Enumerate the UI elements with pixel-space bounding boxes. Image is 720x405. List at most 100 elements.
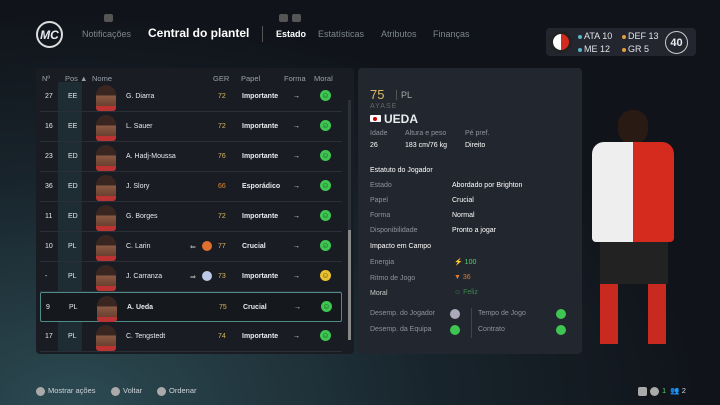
- player-role: Esporádico: [242, 183, 281, 190]
- moral-label: Moral: [370, 290, 388, 297]
- table-row[interactable]: 27 EE G. Diarra 72 Importante → ☺: [40, 82, 342, 112]
- nav-notifications[interactable]: Notificações: [82, 29, 132, 39]
- status-value: Crucial: [452, 197, 474, 204]
- status-label: Forma: [370, 212, 391, 219]
- back-button[interactable]: Voltar: [111, 386, 142, 396]
- show-actions-button[interactable]: Mostrar ações: [36, 386, 96, 396]
- good-status-icon: [556, 309, 566, 319]
- player-number: -: [45, 273, 48, 280]
- player-name: J. Carranza: [126, 273, 163, 280]
- player-avatar: [96, 205, 116, 231]
- player-rating: 72: [218, 213, 226, 220]
- divider: [471, 308, 472, 338]
- neutral-face-icon: ☺: [320, 270, 331, 281]
- foot-value: Direito: [465, 142, 486, 149]
- transfer-arrow-icon: ⇐: [190, 244, 196, 251]
- ata-count: ATA 10: [578, 31, 612, 41]
- age-label: Idade: [370, 130, 388, 137]
- sharpness-value: ▼ 36: [454, 274, 471, 281]
- table-row[interactable]: 16 EE L. Sauer 72 Importante → ☺: [40, 112, 342, 142]
- mc-logo: MC: [36, 21, 63, 48]
- table-row[interactable]: 9 PL A. Ueda 75 Crucial → ☺: [40, 292, 342, 322]
- player-avatar: [96, 85, 116, 111]
- player-position: EE: [68, 123, 78, 130]
- form-arrow: →: [293, 93, 300, 100]
- table-row[interactable]: 17 PL C. Tengstedt 74 Importante → ☺: [40, 322, 342, 352]
- player-avatar: [96, 235, 116, 261]
- col-moral[interactable]: Moral: [314, 74, 333, 83]
- tab-atributos[interactable]: Atributos: [381, 29, 417, 39]
- player-position: ED: [68, 183, 78, 190]
- col-pos[interactable]: Pos ▲: [65, 74, 88, 83]
- happy-face-icon: ☺: [320, 120, 331, 131]
- happy-face-icon: ☺: [320, 330, 331, 341]
- player-name: J. Slory: [126, 183, 150, 190]
- team-perf-label: Desemp. da Equipa: [370, 326, 432, 333]
- form-arrow: →: [293, 183, 300, 190]
- player-name: C. Tengstedt: [126, 333, 166, 340]
- scrollbar[interactable]: [348, 100, 351, 340]
- japan-flag-icon: [370, 115, 381, 122]
- status-title: Estatuto do Jogador: [370, 167, 433, 174]
- player-model: [590, 110, 680, 370]
- good-status-icon: [450, 325, 460, 335]
- club-badge-icon: [202, 271, 212, 281]
- sort-button[interactable]: Ordenar: [157, 386, 197, 396]
- status-value: Abordado por Brighton: [452, 182, 523, 189]
- age-value: 26: [370, 142, 378, 149]
- transfer-arrow-icon: ⇒: [190, 274, 196, 281]
- tab-estatisticas[interactable]: Estatísticas: [318, 29, 365, 39]
- lt-button-icon: [279, 14, 288, 22]
- divider: [262, 26, 263, 42]
- player-role: Importante: [242, 273, 279, 280]
- happy-face-icon: ☺: [320, 150, 331, 161]
- happy-face-icon: ☺: [320, 180, 331, 191]
- form-arrow: →: [293, 273, 300, 280]
- page-title: Central do plantel: [148, 26, 250, 40]
- player-role: Crucial: [243, 304, 267, 311]
- col-num[interactable]: Nº: [42, 74, 51, 83]
- tab-financas[interactable]: Finanças: [433, 29, 470, 39]
- player-number: 16: [45, 123, 53, 130]
- player-rating: 66: [218, 183, 226, 190]
- player-role: Importante: [242, 213, 279, 220]
- player-name: L. Sauer: [126, 123, 153, 130]
- inbox-icon: [638, 386, 647, 396]
- player-role: Importante: [242, 333, 279, 340]
- gr-count: GR 5: [622, 44, 649, 54]
- table-row[interactable]: 11 ED G. Borges 72 Importante → ☺: [40, 202, 342, 232]
- player-rating: 77: [218, 243, 226, 250]
- height-weight-label: Altura e peso: [405, 130, 447, 137]
- player-avatar: [96, 265, 116, 291]
- club-badge-icon: [202, 241, 212, 251]
- x-button-icon: [36, 386, 45, 396]
- col-name[interactable]: Nome: [92, 74, 113, 83]
- player-perf-label: Desemp. do Jogador: [370, 310, 435, 317]
- player-last-name: UEDA: [384, 112, 419, 126]
- info-icon: [650, 386, 659, 396]
- col-ger[interactable]: GER: [213, 74, 230, 83]
- player-role: Crucial: [242, 243, 266, 250]
- col-form[interactable]: Forma: [284, 74, 306, 83]
- square-button-icon: [157, 386, 166, 396]
- player-number: 10: [45, 243, 53, 250]
- player-number: 23: [45, 153, 53, 160]
- player-position: ED: [68, 153, 78, 160]
- table-row[interactable]: 10 PL C. Larin ⇐ 77 Crucial → ☺: [40, 232, 342, 262]
- scrollbar-thumb[interactable]: [348, 230, 351, 340]
- player-name: A. Hadj-Moussa: [126, 153, 176, 160]
- player-rating: 76: [218, 153, 226, 160]
- happy-face-icon: ☺: [320, 210, 331, 221]
- squad-list: Nº Pos ▲ Nome GER Papel Forma Moral 27 E…: [36, 68, 354, 354]
- player-avatar: [96, 325, 116, 351]
- table-row[interactable]: - PL J. Carranza ⇒ 73 Importante → ☺: [40, 262, 342, 292]
- table-row[interactable]: 23 ED A. Hadj-Moussa 76 Importante → ☺: [40, 142, 342, 172]
- player-position: PL: [68, 273, 77, 280]
- sharpness-label: Ritmo de Jogo: [370, 275, 416, 282]
- table-row[interactable]: 36 ED J. Slory 66 Esporádico → ☺: [40, 172, 342, 202]
- col-role[interactable]: Papel: [241, 74, 261, 83]
- player-rating: 73: [218, 273, 226, 280]
- player-number: 27: [45, 93, 53, 100]
- tab-estado[interactable]: Estado: [276, 29, 307, 39]
- player-name: A. Ueda: [127, 304, 154, 311]
